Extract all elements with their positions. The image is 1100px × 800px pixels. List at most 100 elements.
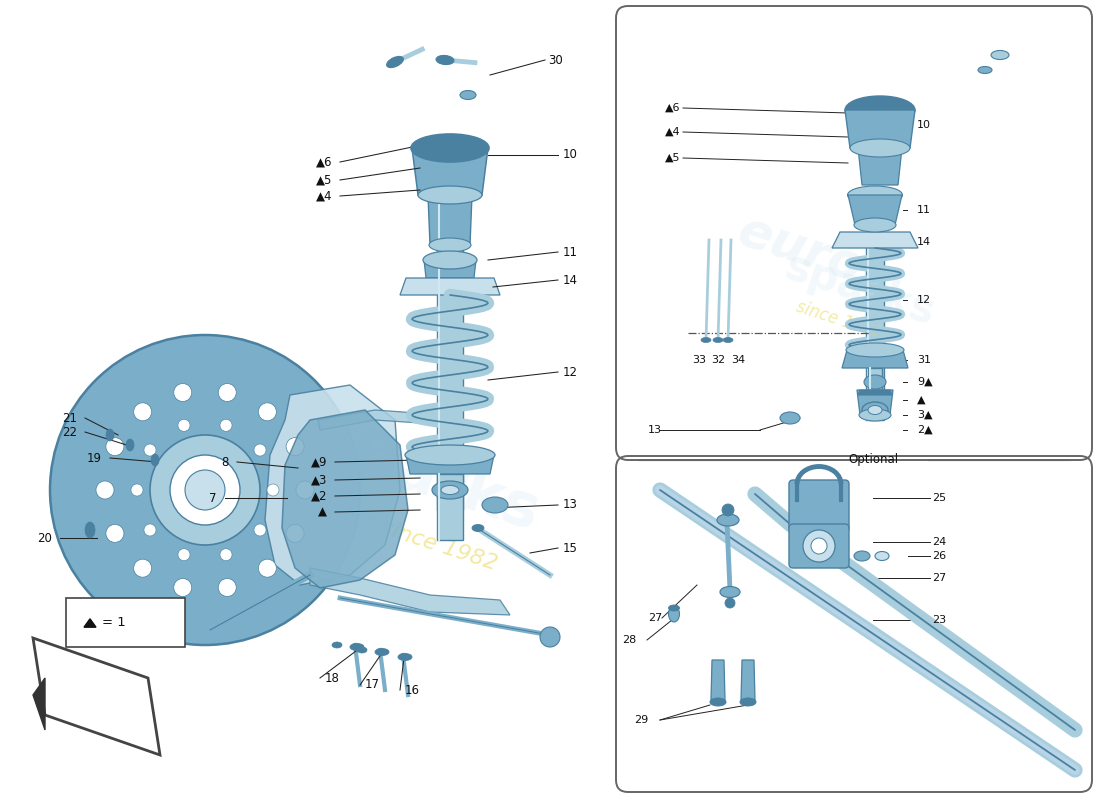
Ellipse shape: [845, 96, 915, 124]
Text: ▲9: ▲9: [310, 455, 327, 469]
Circle shape: [96, 481, 114, 499]
Circle shape: [258, 403, 276, 421]
Ellipse shape: [701, 338, 711, 342]
Circle shape: [106, 524, 124, 542]
Circle shape: [258, 559, 276, 577]
Text: 23: 23: [932, 615, 946, 625]
Ellipse shape: [386, 57, 404, 67]
Text: euro: euro: [732, 207, 869, 293]
Ellipse shape: [106, 429, 114, 441]
Polygon shape: [412, 148, 488, 195]
Ellipse shape: [358, 647, 367, 653]
Polygon shape: [857, 390, 893, 415]
Circle shape: [50, 335, 360, 645]
Ellipse shape: [418, 186, 482, 204]
Ellipse shape: [868, 406, 882, 414]
Text: ▲6: ▲6: [666, 103, 681, 113]
Polygon shape: [741, 660, 755, 700]
Circle shape: [254, 524, 266, 536]
Circle shape: [131, 484, 143, 496]
Text: 13: 13: [563, 498, 578, 511]
Text: ▲4: ▲4: [316, 190, 332, 202]
Text: 10: 10: [917, 120, 931, 130]
Ellipse shape: [151, 454, 160, 466]
Text: ▲6: ▲6: [316, 155, 332, 169]
Text: 24: 24: [932, 537, 946, 547]
Text: 27: 27: [932, 573, 946, 583]
Polygon shape: [437, 195, 463, 510]
Text: 33: 33: [692, 355, 706, 365]
Text: 12: 12: [563, 366, 578, 378]
Polygon shape: [310, 568, 510, 615]
Text: 30: 30: [548, 54, 563, 66]
Circle shape: [174, 578, 191, 597]
Ellipse shape: [713, 338, 723, 342]
Circle shape: [106, 438, 124, 456]
Text: sparks: sparks: [780, 246, 940, 334]
Text: 7: 7: [209, 491, 217, 505]
Text: ▲2: ▲2: [310, 490, 327, 502]
Ellipse shape: [472, 525, 484, 531]
Ellipse shape: [332, 642, 342, 648]
Circle shape: [220, 419, 232, 431]
Circle shape: [144, 444, 156, 456]
Text: 10: 10: [563, 149, 578, 162]
Text: 2▲: 2▲: [917, 425, 933, 435]
Ellipse shape: [864, 375, 886, 389]
Polygon shape: [84, 619, 96, 627]
Text: 14: 14: [917, 237, 931, 247]
Ellipse shape: [405, 445, 495, 465]
Polygon shape: [406, 455, 494, 474]
Circle shape: [144, 524, 156, 536]
Ellipse shape: [846, 343, 904, 357]
Text: ▲5: ▲5: [316, 174, 332, 186]
FancyBboxPatch shape: [789, 480, 849, 532]
Ellipse shape: [375, 649, 389, 655]
Circle shape: [811, 538, 827, 554]
Text: euro: euro: [211, 369, 409, 491]
Text: 31: 31: [917, 355, 931, 365]
Ellipse shape: [411, 134, 490, 162]
Text: 11: 11: [563, 246, 578, 258]
Circle shape: [220, 549, 232, 561]
Ellipse shape: [669, 606, 680, 622]
Circle shape: [134, 559, 152, 577]
Text: for parts since 1982: for parts since 1982: [280, 486, 499, 574]
Circle shape: [540, 627, 560, 647]
Text: Optional: Optional: [848, 454, 898, 466]
Text: 14: 14: [563, 274, 578, 286]
Text: 25: 25: [932, 493, 946, 503]
Ellipse shape: [482, 497, 508, 513]
Circle shape: [185, 470, 226, 510]
Ellipse shape: [720, 586, 740, 598]
Polygon shape: [711, 660, 725, 700]
Circle shape: [267, 484, 279, 496]
Text: ▲: ▲: [318, 506, 327, 518]
Ellipse shape: [847, 186, 902, 204]
Circle shape: [178, 549, 190, 561]
Circle shape: [170, 455, 240, 525]
Ellipse shape: [854, 551, 870, 561]
Ellipse shape: [126, 439, 134, 451]
Text: since 1982: since 1982: [794, 298, 886, 342]
FancyBboxPatch shape: [66, 598, 185, 647]
Ellipse shape: [874, 551, 889, 561]
Polygon shape: [866, 200, 884, 420]
Circle shape: [296, 481, 314, 499]
Polygon shape: [318, 410, 450, 430]
Circle shape: [218, 383, 236, 402]
Polygon shape: [858, 148, 902, 185]
Circle shape: [178, 419, 190, 431]
Ellipse shape: [710, 698, 726, 706]
Text: ▲3: ▲3: [310, 474, 327, 486]
Circle shape: [254, 444, 266, 456]
Circle shape: [286, 438, 304, 456]
Text: 34: 34: [730, 355, 745, 365]
FancyBboxPatch shape: [789, 524, 849, 568]
Polygon shape: [428, 195, 472, 245]
Text: 21: 21: [62, 411, 77, 425]
Circle shape: [134, 403, 152, 421]
Ellipse shape: [850, 139, 910, 157]
Text: sparks: sparks: [312, 417, 548, 543]
Circle shape: [218, 578, 236, 597]
